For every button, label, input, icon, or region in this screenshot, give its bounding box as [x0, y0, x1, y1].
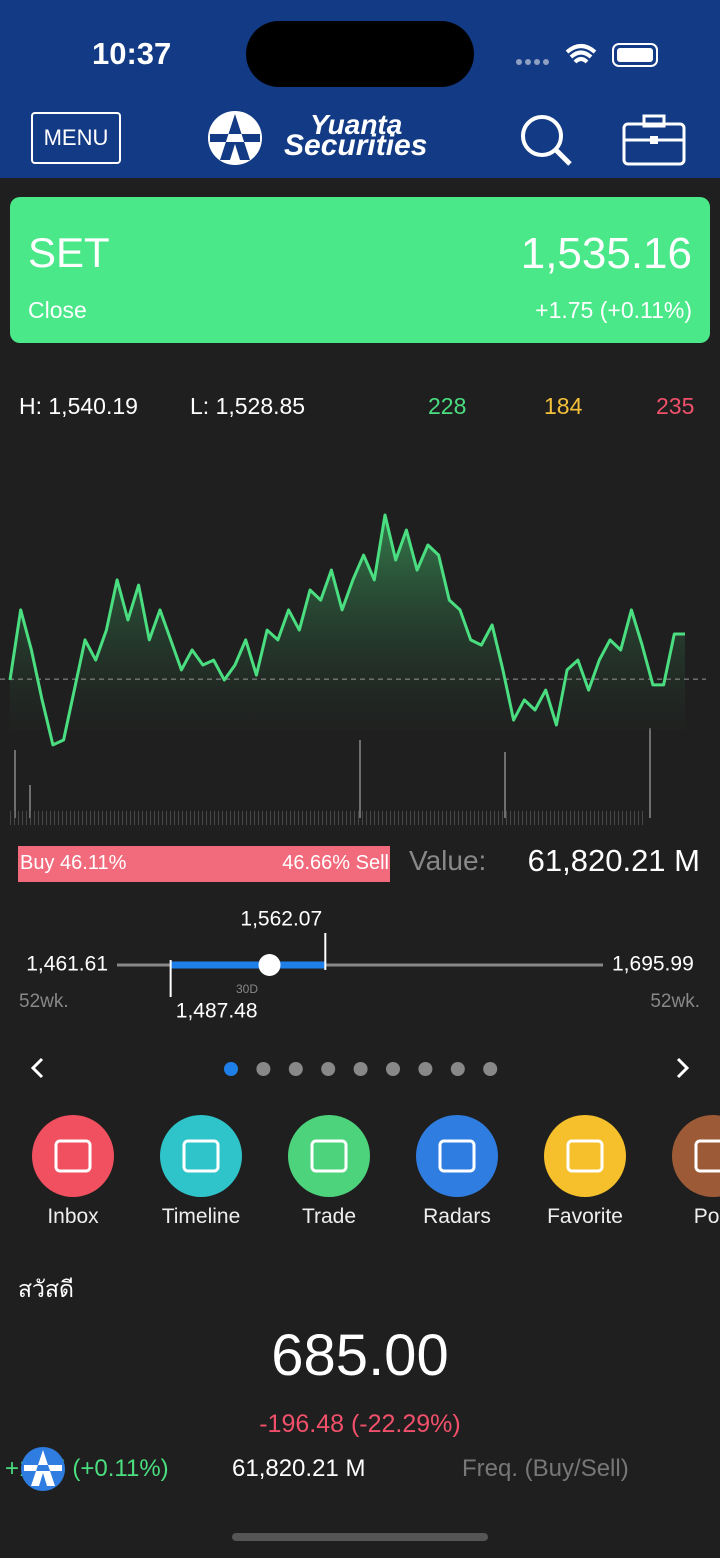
- low-30d-label: 1,487.48: [176, 1000, 258, 1023]
- buy-label: Buy 46.11%: [20, 852, 127, 874]
- advances: 228: [428, 393, 467, 419]
- prev-page[interactable]: [28, 1056, 48, 1080]
- shortcut-icon[interactable]: [288, 1115, 370, 1197]
- shortcut-icon[interactable]: [672, 1115, 720, 1197]
- shortcut-label: Trade: [301, 1205, 357, 1228]
- portfolio-button[interactable]: [622, 114, 686, 166]
- ticker-value: 61,820.21 M: [232, 1455, 366, 1482]
- index-status: Close: [28, 297, 87, 323]
- volume-bars: [10, 728, 651, 825]
- status-icons: [516, 43, 658, 67]
- pager-dot: [483, 1062, 498, 1076]
- sell-bar: [216, 846, 390, 882]
- right-caption: 52wk.: [650, 991, 700, 1012]
- range-slider: 1,461.61 1,695.99 1,562.07 1,487.48 30D 52wk.…: [19, 908, 700, 1023]
- intraday-line: [8, 513, 685, 747]
- home-indicator: [232, 1533, 488, 1541]
- floating-logo[interactable]: [20, 1446, 66, 1492]
- shortcut-label: Inbox: [47, 1205, 99, 1228]
- intraday-area: [10, 515, 685, 745]
- index-value: 1,535.16: [520, 229, 692, 278]
- shortcut-icon[interactable]: [160, 1115, 242, 1197]
- value: 61,820.21 M: [527, 843, 700, 878]
- current-dot: [258, 954, 281, 976]
- unchanged: 184: [544, 393, 583, 419]
- period-label: 30D: [236, 982, 258, 996]
- high-52wk-label: 1,695.99: [612, 953, 694, 976]
- pager-dot: [288, 1062, 303, 1076]
- brand-name-bottom: Securities: [284, 129, 428, 162]
- pager-dot: [321, 1062, 336, 1076]
- search-button[interactable]: [518, 112, 574, 168]
- intraday-chart: [0, 513, 706, 825]
- index-name: SET: [28, 229, 110, 276]
- pager-dot: [418, 1062, 433, 1076]
- shortcut-label: Favorite: [547, 1205, 623, 1228]
- shortcut-label: Port: [693, 1205, 720, 1228]
- shortcut-label: Radars: [423, 1205, 491, 1228]
- low: L: 1,528.85: [190, 393, 306, 419]
- header: 10:37 MENU Yuanta Securities: [0, 0, 720, 178]
- shortcut-icon[interactable]: [544, 1115, 626, 1197]
- high-30d-label: 1,562.07: [240, 908, 322, 931]
- portfolio-value: 685.00: [271, 1323, 449, 1388]
- camera-notch: [246, 21, 474, 87]
- status-time: 10:37: [92, 36, 172, 71]
- next-page[interactable]: [672, 1056, 692, 1080]
- portfolio-change: -196.48 (-22.29%): [259, 1410, 461, 1438]
- left-caption: 52wk.: [19, 991, 69, 1012]
- value-label: Value:: [409, 845, 487, 876]
- brand-logo: [208, 111, 262, 165]
- pager-dot: [224, 1062, 238, 1076]
- index-card[interactable]: SET 1,535.16 Close +1.75 (+0.11%): [10, 197, 710, 343]
- shortcut-icon[interactable]: [416, 1115, 498, 1197]
- menu-button[interactable]: MENU: [31, 112, 121, 164]
- greeting: สวัสดี: [18, 1276, 74, 1302]
- sell-label: 46.66% Sell: [282, 852, 389, 874]
- brand-name-top: Yuanta: [310, 109, 403, 140]
- shortcut-label: Timeline: [161, 1205, 241, 1228]
- index-change: +1.75 (+0.11%): [535, 297, 692, 323]
- shortcut-icon[interactable]: [32, 1115, 114, 1197]
- low-52wk-label: 1,461.61: [26, 953, 108, 976]
- high: H: 1,540.19: [19, 393, 138, 419]
- pager-dot: [450, 1062, 465, 1076]
- ticker-freq: Freq. (Buy/Sell): [462, 1455, 629, 1482]
- pager-dot: [386, 1062, 400, 1076]
- pager-dot: [256, 1062, 271, 1076]
- pager: [224, 1062, 498, 1076]
- pager-dot: [353, 1062, 368, 1076]
- declines: 235: [656, 393, 695, 419]
